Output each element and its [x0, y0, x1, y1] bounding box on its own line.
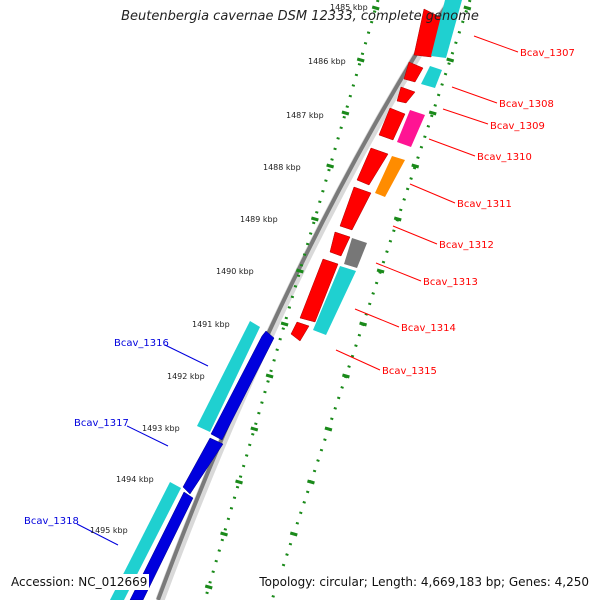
- gene-label-bcav-1315[interactable]: Bcav_1315: [382, 366, 437, 377]
- gene-label-bcav-1318[interactable]: Bcav_1318: [24, 516, 79, 527]
- kbp-label: 1491 kbp: [192, 320, 230, 329]
- kbp-tick: [463, 5, 472, 11]
- kbp-tick: [393, 216, 402, 222]
- kbp-tick: [341, 110, 350, 116]
- kbp-tick: [280, 321, 289, 327]
- kbp-label: 1490 kbp: [216, 267, 254, 276]
- kbp-tick: [342, 373, 350, 379]
- kbp-label: 1486 kbp: [308, 57, 346, 66]
- reverse-strand-genes: [129, 330, 275, 601]
- kbp-label: 1492 kbp: [167, 372, 205, 381]
- kbp-tick: [310, 216, 319, 222]
- gene-label-bcav-1316[interactable]: Bcav_1316: [114, 338, 169, 349]
- gene-label-bcav-1311[interactable]: Bcav_1311: [457, 199, 512, 210]
- kbp-label: 1485 kbp: [330, 3, 368, 12]
- kbp-label: 1488 kbp: [263, 163, 301, 172]
- kbp-tick: [376, 268, 385, 274]
- gene-arrow-bcav-1313[interactable]: [329, 231, 351, 257]
- gene-label-bcav-1314[interactable]: Bcav_1314: [401, 323, 456, 334]
- kbp-tick: [359, 321, 367, 327]
- kbp-label: 1494 kbp: [116, 475, 154, 484]
- kbp-tick: [411, 163, 420, 169]
- gene-arrow-bcav-1312[interactable]: [339, 186, 372, 231]
- gene-label-bcav-1309[interactable]: Bcav_1309: [490, 121, 545, 132]
- gene-label-bcav-1310[interactable]: Bcav_1310: [477, 152, 532, 163]
- kbp-label: 1495 kbp: [90, 526, 128, 535]
- kbp-tick: [324, 426, 333, 432]
- gene-label-bcav-1308[interactable]: Bcav_1308: [499, 99, 554, 110]
- gene-arrow-bcav-1315[interactable]: [290, 321, 310, 342]
- kbp-label: 1489 kbp: [240, 215, 278, 224]
- accession-label: Accession: NC_012669: [9, 574, 150, 590]
- gene-arrow-bcav-1308[interactable]: [403, 61, 424, 83]
- kbp-tick: [235, 479, 243, 485]
- kbp-tick: [446, 57, 455, 63]
- kbp-tick: [295, 268, 304, 274]
- gene-labels: Bcav_1307 Bcav_1308 Bcav_1309 Bcav_1310 …: [24, 48, 575, 527]
- gene-arrow-bcav-1309[interactable]: [396, 86, 416, 104]
- kbp-tick: [326, 163, 335, 169]
- gene-label-bcav-1312[interactable]: Bcav_1312: [439, 240, 494, 251]
- gene-label-bcav-1313[interactable]: Bcav_1313: [423, 277, 478, 288]
- kbp-label: 1487 kbp: [286, 111, 324, 120]
- cog-block-1314[interactable]: [313, 266, 356, 335]
- kbp-tick: [289, 531, 298, 537]
- cog-block-1308[interactable]: [421, 66, 442, 88]
- label-leaders: [76, 35, 519, 546]
- cog-block-1313[interactable]: [344, 238, 367, 268]
- kbp-label: 1493 kbp: [142, 424, 180, 433]
- forward-strand-genes: [290, 8, 445, 342]
- gene-arrow-bcav-1317[interactable]: [182, 437, 224, 495]
- gene-arrow-bcav-1307[interactable]: [413, 8, 445, 58]
- gene-arrow-bcav-1314[interactable]: [299, 258, 339, 323]
- gene-arrow-bcav-1311[interactable]: [356, 147, 389, 186]
- gene-arrow-bcav-1310[interactable]: [378, 107, 406, 141]
- kbp-tick: [307, 479, 315, 485]
- cog-block-1318[interactable]: [110, 482, 181, 600]
- topology-summary: Topology: circular; Length: 4,669,183 bp…: [257, 574, 591, 590]
- gene-label-bcav-1317[interactable]: Bcav_1317: [74, 418, 129, 429]
- cog-block-1311[interactable]: [375, 156, 405, 197]
- kbp-tick: [220, 531, 228, 537]
- kbp-tick: [356, 57, 365, 63]
- kbp-labels: 1485 kbp 1486 kbp 1487 kbp 1488 kbp 1489…: [90, 3, 368, 535]
- kbp-tick: [371, 5, 380, 11]
- kbp-tick: [265, 373, 274, 379]
- cog-block-1307[interactable]: [431, 0, 462, 58]
- kbp-tick: [250, 426, 259, 432]
- kbp-ticks: [204, 5, 472, 590]
- map-title: Beutenbergia cavernae DSM 12333, complet…: [121, 9, 479, 24]
- reverse-cog-track: [110, 321, 260, 600]
- cog-block-1316[interactable]: [197, 321, 260, 432]
- kbp-tick: [428, 110, 437, 116]
- cog-block-1309[interactable]: [397, 110, 425, 147]
- kbp-tick: [204, 584, 213, 590]
- gene-label-bcav-1307[interactable]: Bcav_1307: [520, 48, 575, 59]
- forward-cog-track: [313, 0, 462, 335]
- gene-arrow-bcav-1316[interactable]: [210, 330, 275, 441]
